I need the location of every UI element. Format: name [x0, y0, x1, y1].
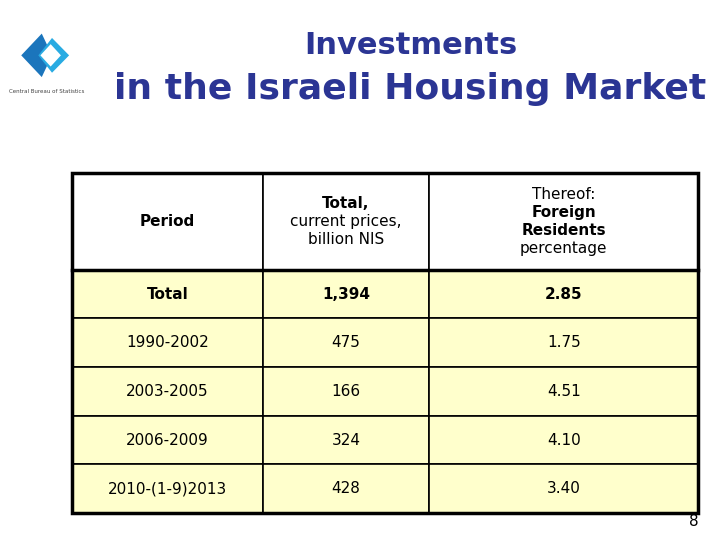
Text: 2010-(1-9)2013: 2010-(1-9)2013	[108, 481, 227, 496]
Text: Period: Period	[140, 214, 195, 229]
Text: Residents: Residents	[521, 222, 606, 238]
Text: current prices,: current prices,	[290, 214, 402, 229]
Text: Foreign: Foreign	[531, 205, 596, 220]
Polygon shape	[40, 44, 61, 66]
Text: 324: 324	[331, 433, 361, 448]
Text: 2.85: 2.85	[545, 287, 582, 301]
Text: 8: 8	[689, 514, 698, 529]
Text: Thereof:: Thereof:	[532, 187, 595, 202]
Text: 4.10: 4.10	[547, 433, 580, 448]
Text: 1.75: 1.75	[547, 335, 580, 350]
Text: 1990-2002: 1990-2002	[126, 335, 209, 350]
Text: 2006-2009: 2006-2009	[126, 433, 209, 448]
Text: Total: Total	[147, 287, 189, 301]
Text: in the Israeli Housing Market: in the Israeli Housing Market	[114, 72, 706, 106]
Text: 1,394: 1,394	[322, 287, 370, 301]
Text: Central Bureau of Statistics: Central Bureau of Statistics	[9, 89, 84, 94]
Polygon shape	[22, 33, 52, 77]
Text: 475: 475	[332, 335, 361, 350]
Text: Total,: Total,	[323, 196, 370, 211]
Text: Investments: Investments	[304, 31, 517, 60]
Text: percentage: percentage	[520, 240, 608, 255]
Polygon shape	[38, 38, 69, 73]
Text: 3.40: 3.40	[546, 481, 580, 496]
Text: 428: 428	[332, 481, 361, 496]
Text: billion NIS: billion NIS	[308, 232, 384, 247]
Text: 166: 166	[331, 384, 361, 399]
Text: 2003-2005: 2003-2005	[126, 384, 209, 399]
Text: 4.51: 4.51	[547, 384, 580, 399]
